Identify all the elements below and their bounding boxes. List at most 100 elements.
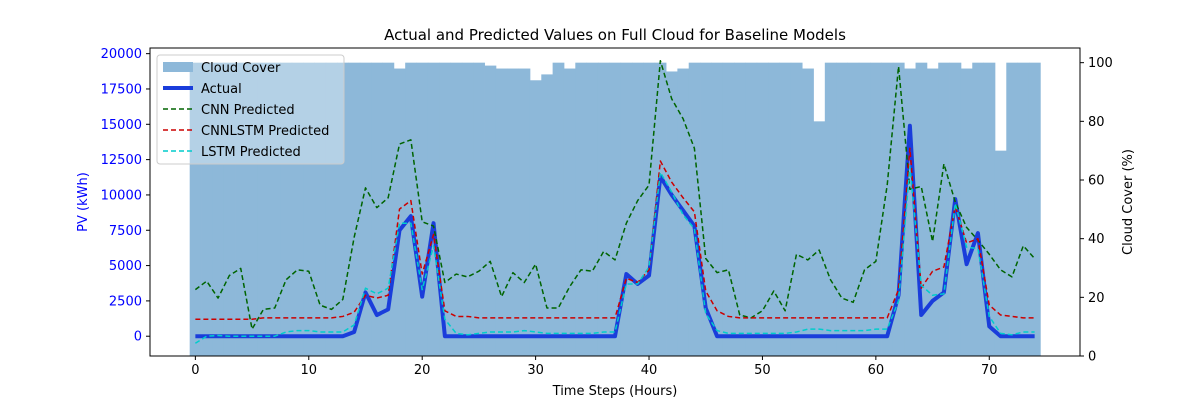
cloud-cover-bar	[904, 68, 916, 357]
y2-tick-label: 80	[1088, 115, 1105, 130]
cloud-cover-bar	[280, 62, 293, 357]
legend-swatch-cloud	[163, 62, 193, 72]
cloud-cover-bar	[972, 62, 984, 357]
y-tick-label: 15000	[101, 118, 142, 133]
y-tick-label: 5000	[109, 259, 142, 274]
y2-tick-label: 0	[1088, 350, 1096, 365]
cloud-cover-bar	[359, 62, 372, 357]
cloud-cover-bar	[688, 62, 701, 357]
y-tick-label: 10000	[101, 188, 142, 203]
cloud-cover-bar	[450, 62, 463, 357]
cloud-cover-bar	[325, 62, 338, 357]
cloud-cover-bar	[847, 62, 860, 357]
y-tick-label: 20000	[101, 47, 142, 62]
cloud-cover-bar	[870, 62, 882, 357]
cloud-cover-bar	[620, 62, 633, 357]
cloud-cover-bar	[654, 62, 667, 357]
cloud-cover-bar	[291, 62, 304, 357]
cloud-cover-bar	[734, 62, 746, 357]
cloud-cover-bar	[790, 62, 803, 357]
cloud-cover-bar	[575, 62, 588, 357]
cloud-cover-bar	[212, 62, 225, 357]
series-line-lstm	[194, 165, 1035, 344]
legend-label: Cloud Cover	[201, 61, 281, 76]
cloud-cover-bar	[529, 80, 542, 357]
cloud-cover-bar	[666, 71, 678, 356]
cloud-cover-bar	[779, 62, 792, 357]
cloud-cover-bar	[552, 62, 565, 357]
cloud-cover-bar	[756, 62, 769, 357]
legend-label: CNN Predicted	[201, 103, 295, 118]
cloud-cover-bar	[563, 68, 576, 357]
cloud-cover-bar	[802, 68, 814, 357]
cloud-cover-bar	[915, 62, 928, 357]
cloud-cover-bar	[586, 62, 599, 357]
cloud-cover-bar	[405, 62, 417, 357]
cloud-cover-bar	[643, 62, 656, 357]
cloud-cover-bar	[745, 62, 758, 357]
legend-label: Actual	[201, 82, 242, 97]
cloud-cover-bar	[994, 150, 1007, 356]
legend-box	[156, 54, 345, 165]
cloud-cover-bar	[201, 62, 213, 357]
series-line-cnn	[194, 59, 1036, 330]
cloud-cover-bar	[371, 62, 383, 357]
legend: Cloud Cover Actual CNN Predicted CNNLSTM Pr…	[156, 54, 345, 165]
cloud-cover-bar	[632, 62, 644, 357]
y2-tick-label: 20	[1088, 291, 1105, 306]
x-axis-label: Time Steps (Hours)	[552, 384, 678, 399]
cloud-cover-bar	[473, 62, 485, 357]
y-tick-label: 12500	[101, 153, 142, 168]
cloud-cover-bar	[439, 62, 451, 357]
cloud-cover-bar	[983, 62, 996, 357]
cloud-cover-bar	[337, 62, 349, 357]
cloud-cover-bar	[881, 62, 894, 357]
x-tick-label: 0	[191, 363, 199, 378]
cloud-cover-bar	[722, 62, 735, 357]
cloud-cover-bars	[189, 62, 1041, 357]
series-line-cnnlstm	[195, 147, 1035, 321]
y2-tick-label: 60	[1088, 174, 1105, 189]
cloud-cover-bar	[189, 62, 202, 357]
y-tick-label: 7500	[109, 224, 142, 239]
plot-frame	[149, 47, 1081, 357]
y-tick-label: 0	[134, 330, 142, 345]
x-tick-label: 20	[414, 363, 431, 378]
x-tick-label: 10	[301, 363, 318, 378]
x-tick-label: 60	[868, 363, 885, 378]
cloud-cover-bar	[348, 62, 361, 357]
legend-label: CNNLSTM Predicted	[201, 124, 329, 139]
cloud-cover-bar	[1017, 62, 1030, 357]
y-tick-label: 17500	[101, 82, 142, 97]
y2-axis-label: Cloud Cover (%)	[1121, 149, 1136, 255]
x-tick-label: 70	[981, 363, 998, 378]
cloud-cover-bar	[1028, 62, 1041, 357]
cloud-cover-bar	[518, 68, 531, 357]
cloud-cover-bar	[484, 65, 497, 356]
legend-label: LSTM Predicted	[201, 145, 301, 160]
cloud-cover-bar	[416, 62, 429, 357]
y-axis-label: PV (kWh)	[76, 172, 91, 232]
cloud-cover-bar	[303, 62, 315, 357]
cloud-cover-bar	[813, 121, 826, 356]
cloud-cover-bar	[609, 62, 622, 357]
cloud-cover-bar	[960, 68, 973, 357]
cloud-cover-bar	[257, 62, 270, 357]
cloud-cover-bar	[427, 62, 440, 357]
y-axis-left: 0 2500 5000 7500 10000 12500 15000 17500 20000	[101, 47, 150, 345]
cloud-cover-bar	[495, 68, 508, 357]
cloud-cover-bar	[314, 62, 327, 357]
cloud-cover-bar	[223, 62, 236, 357]
cloud-cover-bar	[1006, 62, 1019, 357]
cloud-cover-bar	[824, 62, 837, 357]
x-axis: 0 10 20 30 40 50 60 70	[191, 356, 998, 378]
cloud-cover-bar	[597, 62, 610, 357]
cloud-cover-bar	[507, 68, 519, 357]
y2-tick-label: 100	[1088, 56, 1113, 71]
cloud-cover-bar	[541, 74, 554, 357]
x-tick-label: 50	[754, 363, 771, 378]
cloud-cover-bar	[711, 62, 724, 357]
cloud-cover-bar	[836, 62, 848, 357]
y-tick-label: 2500	[109, 294, 142, 309]
